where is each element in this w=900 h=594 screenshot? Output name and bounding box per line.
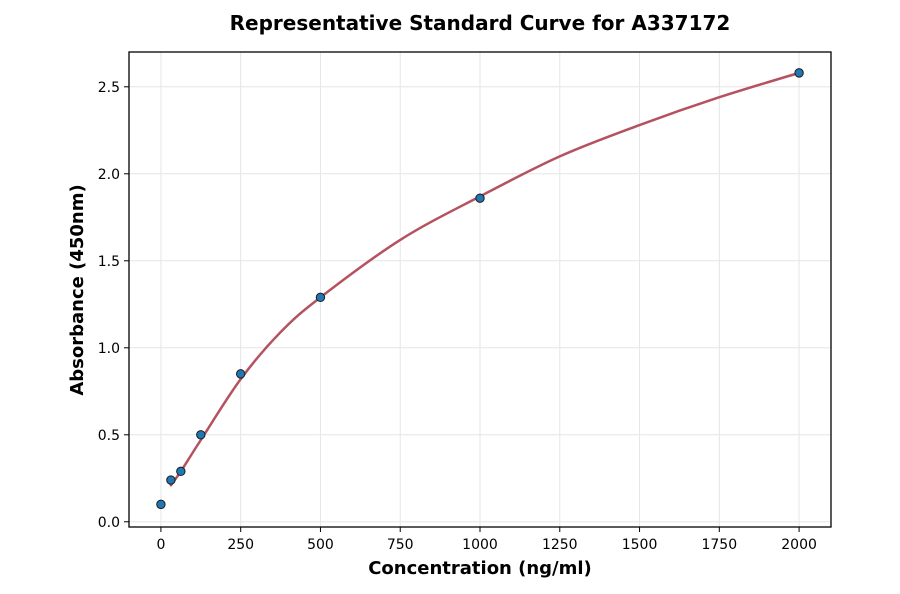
y-tick-label: 0.5: [98, 428, 120, 444]
x-axis-label: Concentration (ng/ml): [368, 558, 592, 579]
x-tick-label: 0: [156, 537, 165, 553]
fit-curve-line: [169, 71, 801, 487]
data-point: [235, 369, 246, 379]
data-point: [315, 292, 326, 303]
grid-lines: [129, 52, 831, 527]
data-point: [176, 466, 186, 477]
data-point: [156, 499, 166, 510]
x-tick-label: 250: [227, 537, 254, 553]
data-point: [166, 475, 176, 485]
y-tick-label: 1.5: [98, 254, 120, 270]
data-point: [794, 68, 804, 78]
x-tick-label: 1250: [542, 537, 578, 553]
x-tick-label: 2000: [781, 537, 817, 553]
data-point: [196, 430, 206, 440]
y-tick-label: 2.5: [98, 80, 120, 96]
y-tick-label: 1.0: [98, 341, 120, 357]
y-axis-ticks: 0.0 0.5 1.0 1.5 2.0 2.5: [98, 80, 129, 531]
y-tick-label: 0.0: [98, 515, 120, 531]
x-axis-ticks: 0 250 500 750 1000 1250 1500 1750 2000: [156, 527, 817, 553]
x-tick-label: 1750: [701, 537, 737, 553]
fit-curve-layer: [169, 71, 801, 487]
data-points-layer: [156, 68, 804, 510]
y-tick-label: 2.0: [98, 167, 120, 183]
chart-title: Representative Standard Curve for A33717…: [230, 11, 731, 35]
y-axis-label: Absorbance (450nm): [67, 184, 88, 395]
x-tick-label: 500: [307, 537, 334, 553]
x-tick-label: 1500: [622, 537, 658, 553]
x-tick-label: 750: [387, 537, 414, 553]
x-tick-label: 1000: [462, 537, 498, 553]
data-point: [475, 193, 485, 203]
